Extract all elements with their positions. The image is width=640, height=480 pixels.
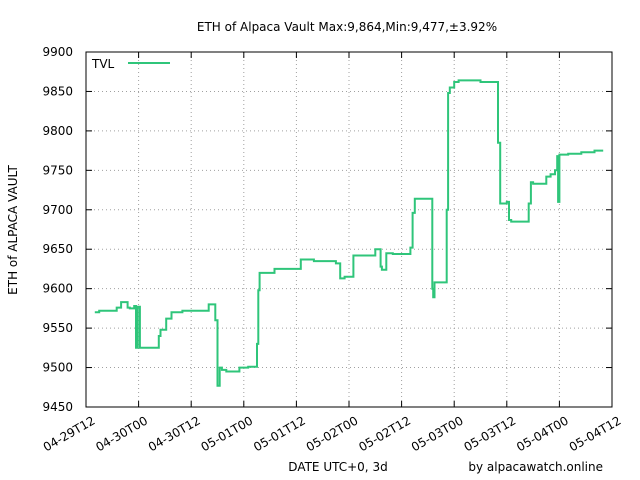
y-tick-label: 9550: [42, 321, 73, 335]
series-group: [94, 79, 604, 387]
y-axis: 9450 9500 9550 9600 9650 9700 9750 9800 9850 9900: [42, 45, 612, 414]
y-tick-label: 9650: [42, 242, 73, 256]
x-tick-label: 05-01T12: [251, 413, 308, 454]
y-tick-label: 9900: [42, 45, 73, 59]
chart-title: ETH of Alpaca Vault Max:9,864,Min:9,477,…: [197, 20, 497, 34]
y-tick-label: 9700: [42, 203, 73, 217]
y-tick-label: 9750: [42, 163, 73, 177]
x-tick-label: 05-04T12: [567, 413, 624, 454]
x-tick-label: 05-03T00: [409, 413, 466, 454]
y-tick-label: 9450: [42, 400, 73, 414]
x-axis-label: DATE UTC+0, 3d: [288, 460, 387, 474]
y-tick-label: 9850: [42, 84, 73, 98]
x-tick-label: 05-01T00: [199, 413, 256, 454]
y-tick-label: 9800: [42, 124, 73, 138]
grid-lines: [86, 52, 612, 407]
x-tick-label: 05-03T12: [462, 413, 519, 454]
y-tick-label: 9600: [42, 282, 73, 296]
x-tick-label: 04-30T12: [146, 413, 203, 454]
y-axis-label: ETH of ALPACA VAULT: [6, 164, 20, 294]
x-tick-label: 04-29T12: [41, 413, 98, 454]
series-line-tvl: [94, 79, 604, 387]
plot-frame: [85, 51, 613, 408]
credit-label: by alpacawatch.online: [468, 460, 603, 474]
legend-label-tvl: TVL: [91, 57, 115, 71]
x-tick-label: 05-04T00: [514, 413, 571, 454]
x-tick-label: 05-02T12: [356, 413, 413, 454]
y-tick-label: 9500: [42, 361, 73, 375]
x-axis: 04-29T1204-30T0004-30T1205-01T0005-01T12…: [41, 52, 624, 454]
legend: TVL: [91, 57, 170, 71]
x-tick-label: 04-30T00: [93, 413, 150, 454]
x-tick-label: 05-02T00: [304, 413, 361, 454]
